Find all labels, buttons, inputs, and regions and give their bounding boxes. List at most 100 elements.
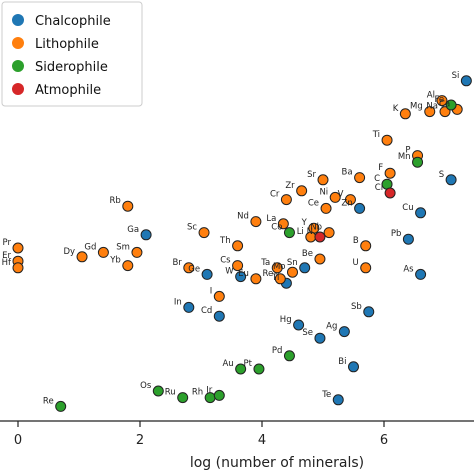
element-label: Hf	[2, 258, 12, 268]
chalcophile-point	[314, 332, 326, 344]
legend-marker	[12, 83, 24, 95]
lithophile-point	[360, 240, 372, 252]
legend-label: Atmophile	[35, 83, 101, 98]
legend: Chalcophile Lithophile Siderophile Atmophil…	[1, 1, 143, 107]
element-label: Ir	[206, 385, 213, 395]
legend-marker	[12, 14, 24, 26]
lithophile-point	[232, 240, 244, 252]
lithophile-point	[399, 108, 411, 120]
x-tick-label: 6	[380, 433, 388, 448]
element-label: Be	[302, 249, 313, 259]
element-label: Ag	[326, 322, 337, 332]
legend-items: Chalcophile Lithophile Siderophile Atmophil…	[12, 14, 111, 98]
lithophile-point	[198, 227, 210, 239]
element-label: N	[307, 227, 313, 237]
element-label: As	[403, 264, 414, 274]
lithophile-point	[329, 191, 341, 203]
x-tick-label: 4	[258, 433, 266, 448]
lithophile-point	[436, 95, 448, 107]
element-label: Cd	[201, 306, 212, 316]
lithophile-point	[271, 262, 283, 274]
element-label: I	[210, 286, 213, 296]
element-label: Rb	[109, 196, 120, 206]
chalcophile-point	[354, 202, 366, 214]
siderophile-point	[412, 156, 424, 168]
element-label: W	[225, 267, 234, 277]
element-label: Zn	[341, 198, 352, 208]
point-labels: Si S Zn Cu Ga Pb Sn Ge W As Tl In Cd Sb Ag Hg Se Bi Te Al Ca…	[2, 71, 460, 407]
element-label: Er	[2, 251, 11, 261]
element-label: Al	[427, 91, 435, 101]
element-label: Hg	[280, 315, 292, 325]
element-label: Gd	[84, 242, 96, 252]
element-label: Cr	[270, 190, 280, 200]
lithophile-point	[122, 260, 134, 272]
element-label: Si	[452, 71, 460, 81]
chalcophile-point	[183, 301, 195, 313]
element-label: Au	[222, 359, 233, 369]
element-label: Te	[321, 390, 331, 400]
chalcophile-point	[140, 229, 152, 241]
element-label: Ge	[188, 264, 200, 274]
legend-label: Lithophile	[35, 37, 99, 52]
lithophile-point	[296, 185, 308, 197]
element-label: Tl	[271, 273, 280, 283]
element-label: Pt	[243, 359, 252, 369]
element-label: Rh	[192, 388, 203, 398]
element-label: Zr	[285, 181, 295, 191]
element-label: K	[393, 104, 399, 114]
element-label: Ce	[308, 198, 319, 208]
lithophile-point	[122, 200, 134, 212]
lithophile-point	[344, 194, 356, 206]
lithophile-point	[323, 227, 335, 239]
plot-area: 0 2 4 6 Si S Zn Cu Ga Pb Sn Ge W As Tl In Cd Sb Ag Hg Se Bi T…	[0, 71, 474, 448]
siderophile-point	[55, 400, 67, 412]
element-label: Sm	[116, 242, 130, 252]
element-label: Cu	[402, 203, 413, 213]
x-axis-ticks: 0 2 4 6	[14, 421, 388, 448]
lithophile-point	[131, 246, 143, 258]
siderophile-point	[445, 99, 457, 111]
element-label: Na	[426, 102, 438, 112]
element-label: Eu	[238, 269, 249, 279]
element-label: Nd	[237, 212, 249, 222]
chalcophile-point	[445, 174, 457, 186]
siderophile-point	[283, 350, 295, 362]
lithophile-point	[12, 242, 24, 254]
element-label: Br	[172, 258, 182, 268]
lithophile-point	[280, 194, 292, 206]
element-label: Sr	[307, 170, 316, 180]
element-label: U	[352, 258, 358, 268]
lithophile-point	[317, 174, 329, 186]
chalcophile-point	[332, 394, 344, 406]
lithophile-point	[250, 216, 262, 228]
lithophile-point	[12, 262, 24, 274]
legend-label: Chalcophile	[35, 14, 111, 29]
element-label: Ba	[342, 168, 353, 178]
element-label: V	[338, 190, 344, 200]
x-tick-label: 2	[136, 433, 144, 448]
lithophile-point	[287, 266, 298, 278]
siderophile-point	[152, 385, 164, 397]
lithophile-point	[424, 106, 436, 118]
chalcophile-point	[338, 326, 350, 338]
element-label: Mn	[398, 152, 411, 162]
chalcophile-point	[415, 207, 427, 219]
lithophile-point	[320, 202, 332, 214]
siderophile-point	[213, 389, 225, 401]
x-tick-label: 0	[14, 433, 22, 448]
chalcophile-point	[213, 310, 225, 322]
siderophile-point	[253, 363, 265, 375]
element-label: Co	[271, 223, 282, 233]
element-label: C	[374, 174, 380, 184]
element-label: Yb	[109, 256, 121, 266]
lithophile-point	[314, 253, 326, 265]
element-label: Cl	[375, 183, 383, 193]
element-label: Mo	[273, 262, 286, 272]
element-label: S	[439, 170, 444, 180]
element-label: Pb	[391, 229, 402, 239]
siderophile-point	[235, 363, 247, 375]
element-label: Pr	[3, 238, 12, 248]
legend-marker	[12, 37, 24, 49]
element-label: Li	[297, 227, 304, 237]
